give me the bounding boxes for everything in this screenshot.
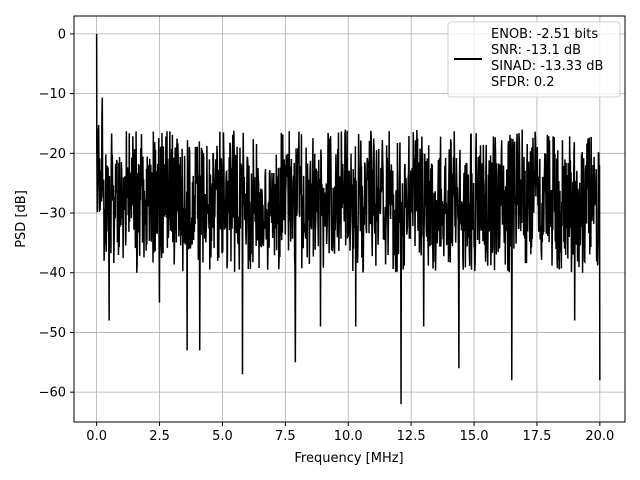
y-tick-label: 0 [58, 27, 66, 42]
y-tick-label: −60 [39, 386, 66, 401]
legend: ENOB: -2.51 bits SNR: -13.1 dB SINAD: -1… [447, 21, 621, 98]
x-tick-label: 0.0 [86, 429, 107, 444]
y-tick-label: −10 [39, 87, 66, 102]
x-tick-label: 15.0 [460, 429, 489, 444]
x-tick-label: 17.5 [522, 429, 551, 444]
y-tick-label: −40 [39, 266, 66, 281]
y-tick-label: −50 [39, 326, 66, 341]
x-tick-label: 5.0 [212, 429, 233, 444]
y-axis-ticks: 0 −10 −20 −30 −40 −50 −60 [39, 27, 74, 401]
y-axis-label: PSD [dB] [14, 190, 29, 248]
y-tick-label: −20 [39, 147, 66, 162]
plot-frame [73, 15, 626, 423]
x-axis-label: Frequency [MHz] [294, 451, 403, 466]
y-tick-label: −30 [39, 207, 66, 222]
legend-entry-snr: SNR: -13.1 dB [491, 43, 581, 58]
legend-box [447, 21, 621, 98]
series-group [95, 33, 601, 405]
x-tick-label: 10.0 [334, 429, 363, 444]
legend-entry-sinad: SINAD: -13.33 dB [491, 59, 603, 74]
x-tick-label: 20.0 [585, 429, 614, 444]
psd-series-line [95, 33, 601, 405]
x-axis-ticks: 0.0 2.5 5.0 7.5 10.0 12.5 15.0 17.5 20.0 [86, 422, 614, 444]
x-tick-label: 12.5 [397, 429, 426, 444]
x-tick-label: 2.5 [149, 429, 170, 444]
legend-entry-enob: ENOB: -2.51 bits [491, 27, 598, 42]
x-tick-label: 7.5 [275, 429, 296, 444]
legend-entry-sfdr: SFDR: 0.2 [491, 75, 555, 90]
